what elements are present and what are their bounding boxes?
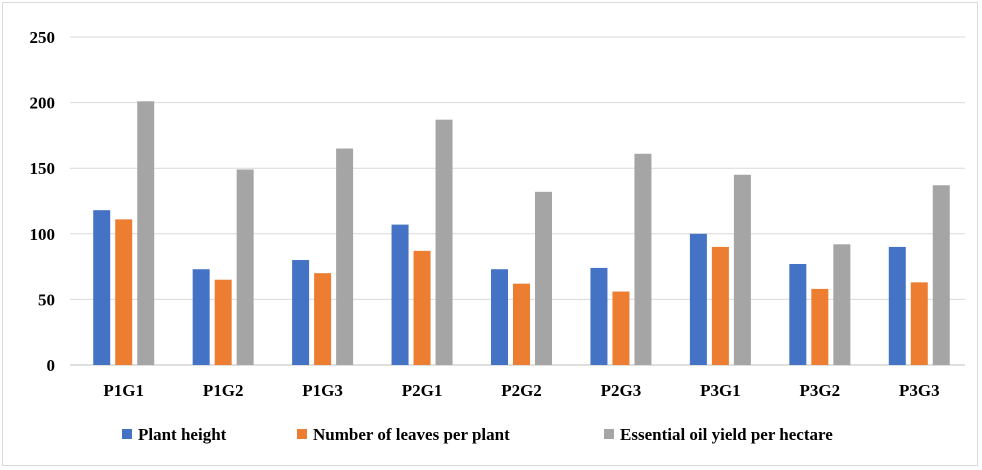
bar-number-of-leaves-per-plant-p3g2	[811, 288, 829, 365]
x-tick-label: P2G3	[601, 381, 642, 400]
bar-essential-oil-yield-per-hectare-p1g2	[236, 169, 254, 365]
bar-plant-height-p3g3	[888, 246, 906, 365]
x-tick-label: P2G2	[501, 381, 542, 400]
legend-swatch	[604, 429, 614, 439]
bar-essential-oil-yield-per-hectare-p2g1	[435, 119, 453, 365]
legend-swatch	[122, 429, 132, 439]
legend-swatch	[297, 429, 307, 439]
bar-essential-oil-yield-per-hectare-p3g3	[932, 185, 950, 365]
bar-plant-height-p3g2	[789, 263, 807, 365]
y-tick-label: 50	[38, 290, 55, 309]
x-tick-label: P3G2	[800, 381, 841, 400]
y-axis-ticks: 0 50 100 150 200 250	[30, 28, 56, 375]
legend-label: Essential oil yield per hectare	[620, 425, 833, 444]
bar-number-of-leaves-per-plant-p2g1	[413, 250, 431, 365]
x-tick-label: P3G1	[700, 381, 741, 400]
bar-plant-height-p2g2	[491, 269, 508, 365]
x-tick-label: P3G3	[899, 381, 940, 400]
bars	[93, 101, 950, 366]
y-tick-label: 150	[30, 159, 56, 178]
x-tick-label: P1G2	[203, 381, 244, 400]
bar-number-of-leaves-per-plant-p1g2	[214, 279, 232, 365]
bar-number-of-leaves-per-plant-p1g3	[314, 273, 332, 365]
bar-plant-height-p3g1	[689, 233, 707, 365]
bar-number-of-leaves-per-plant-p3g1	[711, 246, 729, 365]
bar-number-of-leaves-per-plant-p2g3	[612, 291, 630, 365]
x-tick-label: P1G3	[302, 381, 343, 400]
bar-essential-oil-yield-per-hectare-p3g1	[733, 174, 751, 365]
y-tick-label: 0	[47, 356, 56, 375]
legend-label: Plant height	[138, 425, 227, 444]
x-tick-label: P1G1	[103, 381, 144, 400]
bar-number-of-leaves-per-plant-p2g2	[513, 283, 530, 365]
bar-essential-oil-yield-per-hectare-p1g1	[137, 101, 155, 366]
bar-plant-height-p1g1	[93, 210, 111, 365]
y-tick-label: 100	[30, 225, 56, 244]
x-tick-label: P2G1	[402, 381, 443, 400]
bar-plant-height-p2g1	[391, 224, 409, 365]
bar-essential-oil-yield-per-hectare-p3g2	[833, 244, 851, 365]
bar-essential-oil-yield-per-hectare-p2g2	[535, 191, 552, 365]
bar-essential-oil-yield-per-hectare-p1g3	[336, 148, 354, 365]
legend-label: Number of leaves per plant	[313, 425, 510, 444]
bar-essential-oil-yield-per-hectare-p2g3	[634, 153, 652, 365]
bar-plant-height-p1g2	[192, 269, 210, 365]
bar-plant-height-p1g3	[292, 260, 310, 365]
y-tick-label: 250	[30, 28, 56, 47]
bar-number-of-leaves-per-plant-p3g3	[910, 282, 928, 365]
bar-number-of-leaves-per-plant-p1g1	[115, 219, 133, 365]
bar-plant-height-p2g3	[590, 267, 608, 365]
legend: Plant height Number of leaves per plant Es…	[122, 425, 833, 444]
y-tick-label: 200	[30, 94, 56, 113]
x-axis-ticks: P1G1 P1G2 P1G3 P2G1 P2G2 P2G3 P3G1 P3G2 P3G3	[103, 381, 939, 400]
